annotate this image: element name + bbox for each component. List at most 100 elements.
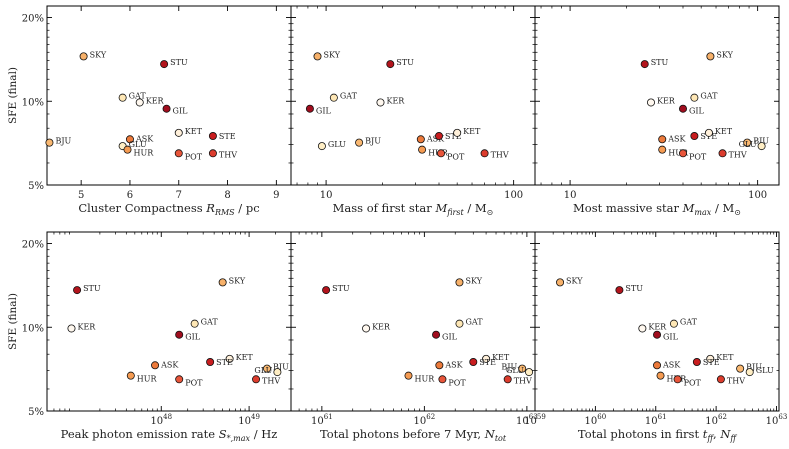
point-gat <box>455 319 464 328</box>
point-label-ket: KET <box>492 353 510 362</box>
point-label-bju: BJU <box>753 137 769 146</box>
point-pot <box>438 375 447 384</box>
point-label-glu: GLU <box>739 140 757 149</box>
point-hur <box>123 145 132 154</box>
x-axis-label: Most massive star Mmax / M⊙ <box>573 201 741 217</box>
point-gil <box>175 330 184 339</box>
point-ket <box>706 354 715 363</box>
panel-2: 10 100 Mass of first star Mfirst / M⊙ SKY ST… <box>290 5 536 217</box>
point-label-sky: SKY <box>90 50 107 59</box>
point-label-gil: GIL <box>185 333 201 342</box>
point-ask <box>416 135 425 144</box>
point-sky <box>706 52 715 61</box>
point-label-gil: GIL <box>689 107 705 116</box>
x-axis-label: Cluster Compactness RRMS / pc <box>78 201 259 217</box>
x-tick-label: 6 <box>127 190 133 201</box>
point-bju <box>45 138 54 147</box>
point-pot <box>174 149 183 158</box>
point-ask <box>658 135 667 144</box>
point-label-gat: GAT <box>700 92 718 101</box>
point-ker <box>646 98 655 107</box>
point-ker <box>638 324 647 333</box>
point-label-gil: GIL <box>316 107 332 116</box>
point-hur <box>656 371 665 380</box>
x-axis-label: Total photons before 7 Myr, Ntot <box>320 427 507 443</box>
point-label-glu: GLU <box>328 140 346 149</box>
point-sky <box>218 278 227 287</box>
point-label-ker: KER <box>386 96 405 105</box>
point-label-hur: HUR <box>414 375 435 384</box>
x-tick-label: 1060 <box>585 413 607 427</box>
point-glu <box>745 368 754 377</box>
point-gil <box>678 104 687 113</box>
point-label-ste: STE <box>219 132 236 141</box>
point-pot <box>673 375 682 384</box>
y-tick-label: 5% <box>28 181 44 192</box>
point-ask <box>435 361 444 370</box>
point-label-ker: KER <box>648 322 667 331</box>
point-gil <box>305 104 314 113</box>
panel-frame <box>46 5 292 186</box>
point-stu <box>160 60 169 69</box>
point-sky <box>556 278 565 287</box>
panel-1: 5 6 7 8 9 5% 10% 20% SFE (final) Cluster Compactn… <box>7 5 292 217</box>
x-tick-label: 100 <box>504 190 523 201</box>
point-label-gat: GAT <box>680 318 698 327</box>
x-tick-label: 1061 <box>645 413 667 427</box>
point-label-pot: POT <box>684 378 702 387</box>
point-pot <box>437 149 446 158</box>
point-thv <box>480 149 489 158</box>
point-ker <box>362 324 371 333</box>
point-label-sky: SKY <box>324 50 341 59</box>
point-sky <box>313 52 322 61</box>
point-ste <box>208 132 217 141</box>
x-tick-label: 5 <box>78 190 84 201</box>
y-axis-label: SFE (final) <box>7 293 19 350</box>
point-label-ask: ASK <box>444 360 463 369</box>
point-label-bju: BJU <box>365 137 381 146</box>
point-label-pot: POT <box>185 152 203 161</box>
point-label-hur: HUR <box>137 375 158 384</box>
point-label-ket: KET <box>715 127 733 136</box>
point-thv <box>503 375 512 384</box>
point-ker <box>135 98 144 107</box>
point-label-thv: THV <box>491 150 509 159</box>
panel-frame <box>534 231 780 412</box>
x-tick-label: 1062 <box>414 413 436 427</box>
point-label-thv: THV <box>262 376 280 385</box>
panel-frame <box>290 231 536 412</box>
point-label-stu: STU <box>170 58 188 67</box>
point-stu <box>615 286 624 295</box>
point-sky <box>455 278 464 287</box>
point-ker <box>376 98 385 107</box>
x-axis-label: Total photons in first tff, Nff <box>578 427 737 443</box>
point-ask <box>125 135 134 144</box>
point-bju <box>355 138 364 147</box>
point-ket <box>225 354 234 363</box>
point-glu <box>757 142 766 151</box>
x-tick-label: 1048 <box>150 413 172 427</box>
point-label-glu: GLU <box>129 140 147 149</box>
point-label-ask: ASK <box>426 134 445 143</box>
point-label-ask: ASK <box>667 134 686 143</box>
point-label-thv: THV <box>514 376 532 385</box>
point-label-stu: STU <box>396 58 414 67</box>
y-axis-label: SFE (final) <box>7 67 19 124</box>
point-label-hur: HUR <box>668 149 689 158</box>
y-tick-label: 20% <box>22 14 44 25</box>
point-label-gil: GIL <box>442 333 458 342</box>
point-ket <box>174 128 183 137</box>
point-hur <box>404 371 413 380</box>
point-label-ste: STE <box>445 132 462 141</box>
point-hur <box>418 145 427 154</box>
point-gat <box>190 319 199 328</box>
point-label-gat: GAT <box>201 318 219 327</box>
x-tick-label: 100 <box>748 190 767 201</box>
point-label-bju: BJU <box>746 363 762 372</box>
point-label-thv: THV <box>729 150 747 159</box>
point-label-gil: GIL <box>663 333 679 342</box>
panel-6: 1059 1060 1061 1062 1063 Total photons in fir… <box>524 231 787 443</box>
point-ket <box>704 128 713 137</box>
point-label-ket: KET <box>236 353 254 362</box>
